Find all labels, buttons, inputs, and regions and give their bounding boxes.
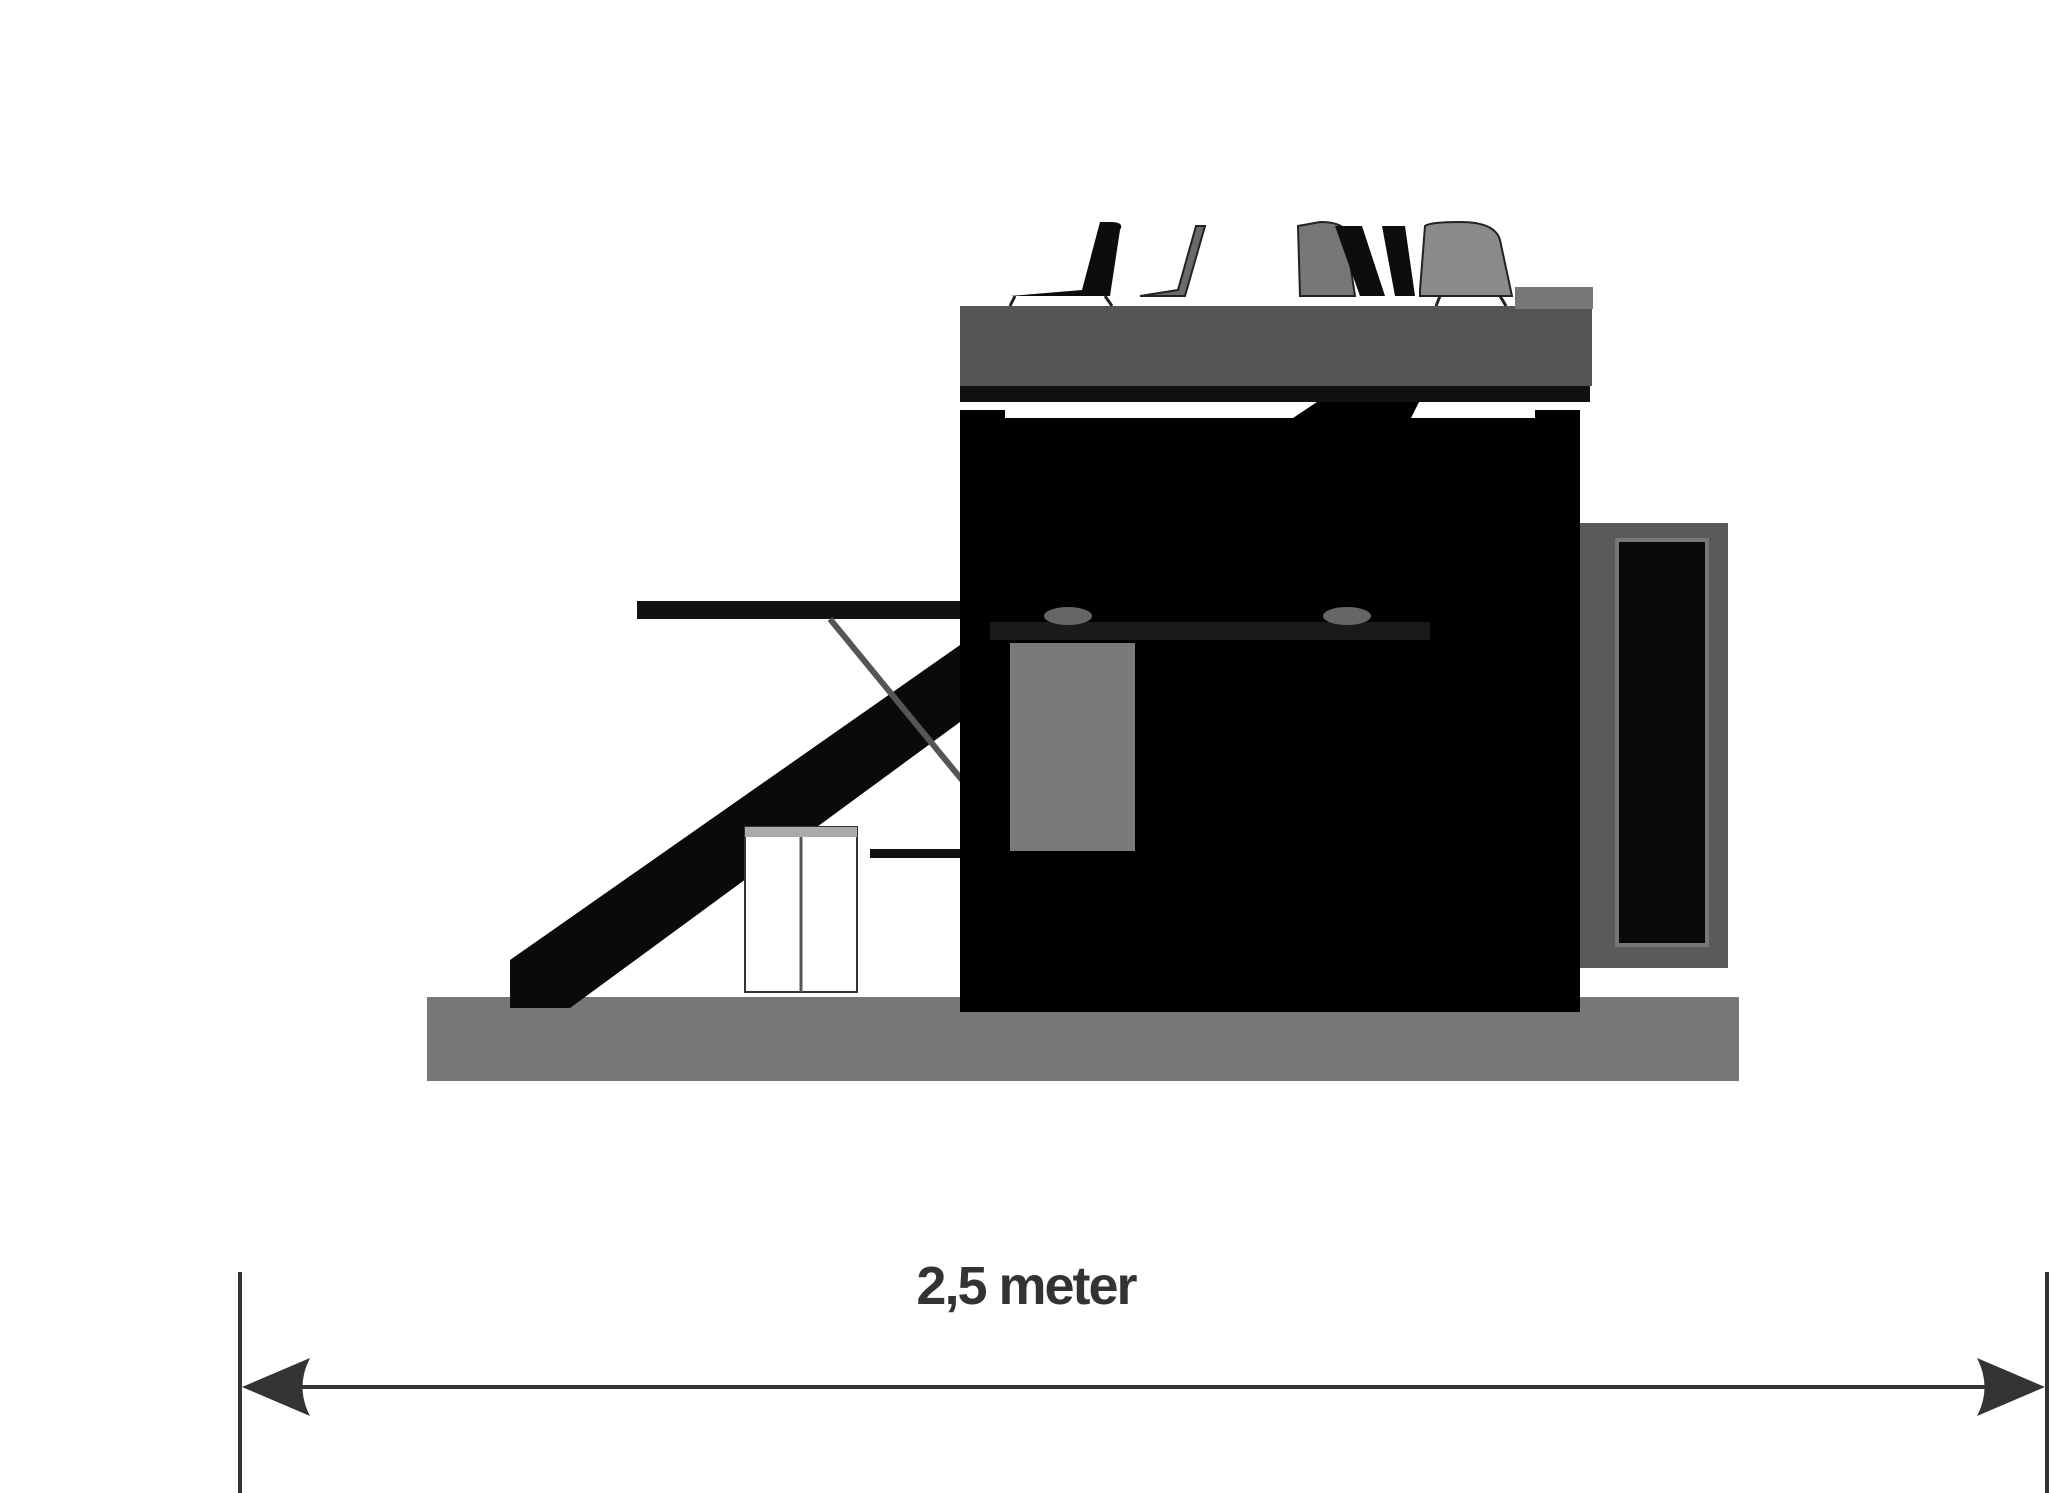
counter-lamp	[1323, 607, 1371, 625]
platform-beam	[960, 385, 1590, 402]
chair	[1296, 220, 1385, 297]
fold-out-table-top	[637, 601, 967, 619]
chair	[1008, 222, 1122, 307]
table-support-strut	[827, 617, 965, 782]
chair	[1139, 225, 1207, 297]
diagonal-stair	[510, 645, 960, 1008]
bar-stool	[744, 826, 858, 993]
loft-platform	[960, 306, 1592, 386]
low-shelf	[870, 849, 962, 858]
interior-counter	[990, 622, 1430, 640]
chair	[1382, 220, 1514, 307]
dimension-label: 2,5 meter	[916, 1256, 1137, 1316]
platform-brace	[1290, 400, 1420, 420]
desk-block	[1010, 643, 1135, 851]
dimension-arrow-left	[242, 1358, 310, 1416]
dimension-arrow-right	[1977, 1358, 2045, 1416]
side-door	[1580, 523, 1728, 968]
platform-slot	[1005, 402, 1535, 418]
loft-platform-edge	[1515, 287, 1593, 309]
counter-lamp	[1044, 607, 1092, 625]
